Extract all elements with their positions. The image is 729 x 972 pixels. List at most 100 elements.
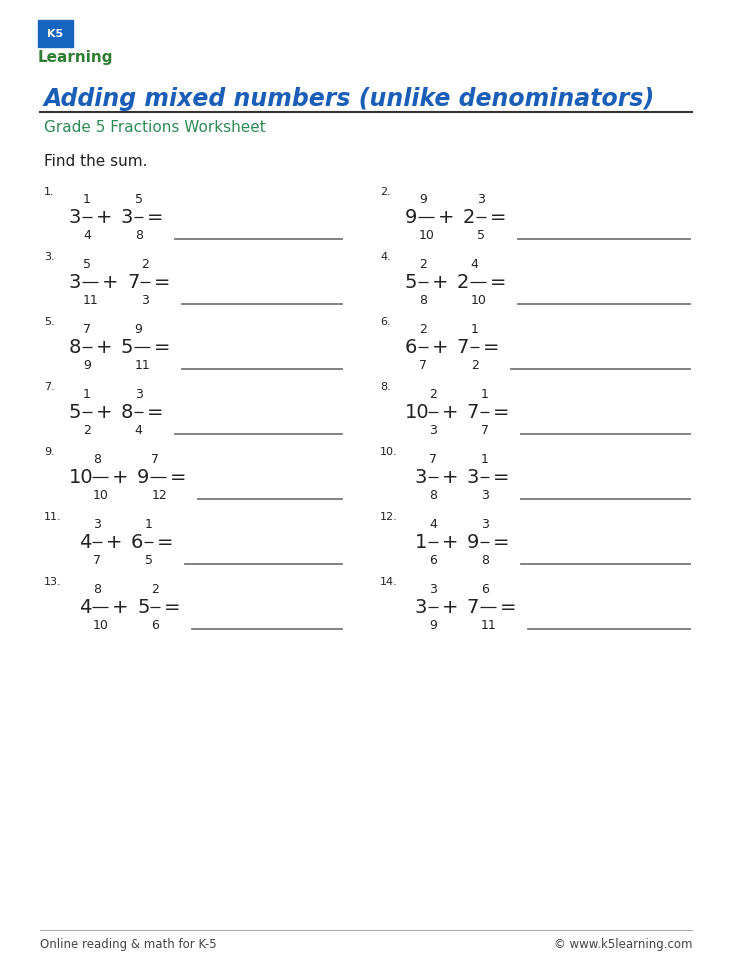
Text: 2: 2 bbox=[471, 359, 478, 371]
Text: 9.: 9. bbox=[44, 447, 55, 457]
Text: 4: 4 bbox=[429, 517, 437, 531]
Text: 8: 8 bbox=[120, 402, 133, 422]
Text: 7: 7 bbox=[467, 402, 479, 422]
Text: =: = bbox=[157, 533, 174, 551]
Text: 9: 9 bbox=[137, 468, 149, 487]
Text: 5: 5 bbox=[135, 192, 143, 205]
Text: 10.: 10. bbox=[380, 447, 397, 457]
Text: 1: 1 bbox=[480, 453, 488, 466]
Text: 4: 4 bbox=[83, 228, 91, 241]
Text: 8: 8 bbox=[429, 489, 437, 502]
Text: 4: 4 bbox=[79, 598, 91, 616]
Text: 1: 1 bbox=[83, 192, 91, 205]
Text: 10: 10 bbox=[405, 402, 429, 422]
Text: 7: 7 bbox=[151, 453, 159, 466]
Text: 9: 9 bbox=[83, 359, 91, 371]
Text: =: = bbox=[170, 468, 187, 487]
Text: 10: 10 bbox=[69, 468, 93, 487]
Text: 5: 5 bbox=[83, 258, 91, 270]
Text: +: + bbox=[442, 533, 458, 551]
Text: 11: 11 bbox=[480, 618, 496, 632]
Text: =: = bbox=[483, 337, 499, 357]
Text: 2: 2 bbox=[151, 582, 159, 596]
Text: 3: 3 bbox=[477, 192, 485, 205]
Text: 5: 5 bbox=[144, 553, 152, 567]
Text: 6: 6 bbox=[130, 533, 143, 551]
Text: 5: 5 bbox=[120, 337, 133, 357]
Text: 4: 4 bbox=[471, 258, 478, 270]
Text: 3: 3 bbox=[429, 582, 437, 596]
Text: =: = bbox=[490, 272, 506, 292]
Text: 1: 1 bbox=[480, 388, 488, 400]
Text: 2: 2 bbox=[83, 424, 91, 436]
Text: 4: 4 bbox=[79, 533, 91, 551]
Text: 3: 3 bbox=[93, 517, 101, 531]
Text: +: + bbox=[432, 337, 448, 357]
Text: +: + bbox=[442, 598, 458, 616]
Text: 6: 6 bbox=[480, 582, 488, 596]
Text: 10: 10 bbox=[93, 618, 109, 632]
Text: =: = bbox=[147, 207, 163, 226]
Text: 2: 2 bbox=[429, 388, 437, 400]
Text: 12.: 12. bbox=[380, 512, 398, 522]
Text: 11.: 11. bbox=[44, 512, 62, 522]
Text: 5: 5 bbox=[137, 598, 149, 616]
Text: 4: 4 bbox=[135, 424, 142, 436]
Text: Online reading & math for K-5: Online reading & math for K-5 bbox=[40, 938, 217, 951]
Text: 2: 2 bbox=[463, 207, 475, 226]
Text: 6.: 6. bbox=[380, 317, 391, 327]
Text: 1.: 1. bbox=[44, 187, 55, 197]
Text: 3: 3 bbox=[467, 468, 479, 487]
Text: 1: 1 bbox=[144, 517, 152, 531]
Text: 11: 11 bbox=[83, 294, 99, 306]
Text: 7: 7 bbox=[480, 424, 488, 436]
Bar bbox=[38, 20, 73, 47]
Text: 10: 10 bbox=[419, 228, 435, 241]
Text: 3: 3 bbox=[415, 468, 427, 487]
Text: 6: 6 bbox=[429, 553, 437, 567]
Text: 10: 10 bbox=[93, 489, 109, 502]
Text: 8: 8 bbox=[480, 553, 488, 567]
Text: 11: 11 bbox=[135, 359, 150, 371]
Text: 7: 7 bbox=[127, 272, 139, 292]
Text: 3: 3 bbox=[415, 598, 427, 616]
Text: +: + bbox=[442, 402, 458, 422]
Text: 7: 7 bbox=[429, 453, 437, 466]
Text: =: = bbox=[499, 598, 516, 616]
Text: 13.: 13. bbox=[44, 577, 62, 587]
Text: 1: 1 bbox=[415, 533, 427, 551]
Text: 6: 6 bbox=[405, 337, 418, 357]
Text: K5: K5 bbox=[47, 28, 63, 39]
Text: 8.: 8. bbox=[380, 382, 391, 392]
Text: +: + bbox=[102, 272, 119, 292]
Text: 10: 10 bbox=[471, 294, 486, 306]
Text: 8: 8 bbox=[93, 582, 101, 596]
Text: +: + bbox=[95, 402, 112, 422]
Text: 8: 8 bbox=[419, 294, 427, 306]
Text: =: = bbox=[154, 337, 170, 357]
Text: 8: 8 bbox=[69, 337, 82, 357]
Text: 7.: 7. bbox=[44, 382, 55, 392]
Text: 5.: 5. bbox=[44, 317, 55, 327]
Text: 3: 3 bbox=[135, 388, 142, 400]
Text: 14.: 14. bbox=[380, 577, 398, 587]
Text: 6: 6 bbox=[151, 618, 159, 632]
Text: +: + bbox=[442, 468, 458, 487]
Text: 2: 2 bbox=[419, 258, 427, 270]
Text: 2: 2 bbox=[419, 323, 427, 335]
Text: =: = bbox=[490, 207, 506, 226]
Text: 3: 3 bbox=[69, 207, 82, 226]
Text: 7: 7 bbox=[467, 598, 479, 616]
Text: 2: 2 bbox=[141, 258, 149, 270]
Text: 8: 8 bbox=[93, 453, 101, 466]
Text: 1: 1 bbox=[83, 388, 91, 400]
Text: +: + bbox=[432, 272, 448, 292]
Text: +: + bbox=[112, 598, 128, 616]
Text: 9: 9 bbox=[467, 533, 479, 551]
Text: 2.: 2. bbox=[380, 187, 391, 197]
Text: 3: 3 bbox=[429, 424, 437, 436]
Text: 5: 5 bbox=[69, 402, 82, 422]
Text: 3: 3 bbox=[69, 272, 82, 292]
Text: =: = bbox=[493, 533, 510, 551]
Text: 3: 3 bbox=[120, 207, 133, 226]
